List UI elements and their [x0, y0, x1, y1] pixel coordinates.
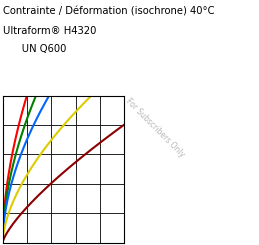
- Text: Ultraform® H4320: Ultraform® H4320: [3, 26, 96, 36]
- Text: Contrainte / Déformation (isochrone) 40°C: Contrainte / Déformation (isochrone) 40°…: [3, 6, 214, 16]
- Text: UN Q600: UN Q600: [3, 44, 66, 54]
- Text: For Subscribers Only: For Subscribers Only: [124, 96, 186, 159]
